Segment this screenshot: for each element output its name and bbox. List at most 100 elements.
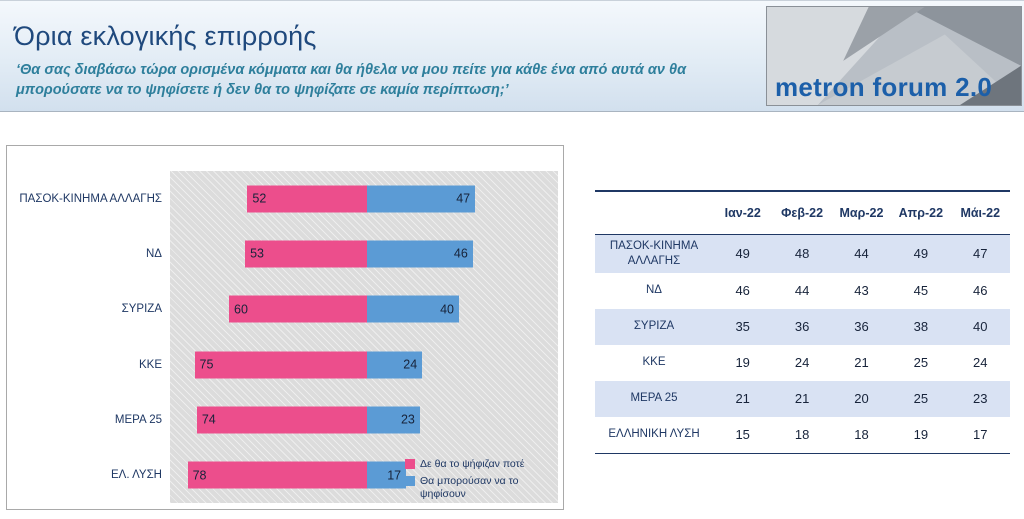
table-cell: 18 <box>854 427 869 443</box>
page-title: Όρια εκλογικής επιρροής <box>14 21 317 51</box>
table-cell: 23 <box>973 391 988 407</box>
table-row-label: ΣΥΡΙΖΑ <box>633 320 675 333</box>
table-cell: 40 <box>973 319 988 335</box>
table-row: ΣΥΡΙΖΑ 35 36 36 38 40 <box>595 308 1010 345</box>
category-label: ΚΚΕ <box>138 358 162 371</box>
table-column-header: Απρ-22 <box>898 206 944 220</box>
table-cell: 45 <box>913 283 929 299</box>
table-row: ΜΕΡΑ 25 21 21 20 25 23 <box>595 380 1010 417</box>
bar-could-vote: 47 <box>367 185 476 213</box>
bar-value-label: 60 <box>234 302 248 317</box>
table-cell: 36 <box>854 319 869 335</box>
chart-legend: Δε θα το ψήφιζαν ποτέ Θα μπορούσαν να το … <box>405 454 537 501</box>
bar-value-label: 23 <box>400 412 415 427</box>
bar-value-label: 78 <box>192 468 207 483</box>
bar-value-label: 47 <box>456 191 471 206</box>
chart-rows: ΠΑΣΟΚ-ΚΙΝΗΜΑ ΑΛΛΑΓΗΣ 52 47 ΝΔ 53 46 ΣΥΡΙΖΑ 60 40… <box>7 171 558 503</box>
table-cell: 47 <box>973 246 988 262</box>
electoral-influence-chart: ΠΑΣΟΚ-ΚΙΝΗΜΑ ΑΛΛΑΓΗΣ 52 47 ΝΔ 53 46 ΣΥΡΙΖΑ 60 40… <box>6 145 564 510</box>
category-label: ΠΑΣΟΚ-ΚΙΝΗΜΑ ΑΛΛΑΓΗΣ <box>19 192 162 205</box>
table-row: ΝΔ 46 44 43 45 46 <box>595 272 1010 309</box>
table-cell: 21 <box>794 391 810 407</box>
table-cell: 25 <box>913 391 929 407</box>
metron-forum-logo: metron forum 2.0 <box>766 6 1022 106</box>
table-header-row: Ιαν-22 Φεβ-22 Μαρ-22 Απρ-22 Μάι-22 <box>595 192 1010 235</box>
bar-could-vote: 24 <box>367 351 423 379</box>
legend-item: Θα μπορούσαν να το ψηφίσουν <box>405 475 537 501</box>
table-cell: 24 <box>973 355 988 371</box>
table-row: ΚΚΕ 19 24 21 25 24 <box>595 344 1010 381</box>
bar-could-vote: 23 <box>367 406 420 434</box>
legend-item: Δε θα το ψήφιζαν ποτέ <box>405 458 537 471</box>
chart-row: ΝΔ 53 46 <box>7 226 558 281</box>
category-label: ΕΛ. ΛΥΣΗ <box>110 469 162 482</box>
bar-could-vote: 17 <box>367 461 407 489</box>
bar-could-vote: 46 <box>367 240 473 268</box>
table-cell: 48 <box>794 246 810 262</box>
chart-row: ΣΥΡΙΖΑ 60 40 <box>7 282 558 337</box>
legend-swatch <box>405 458 415 469</box>
table-cell: 46 <box>735 283 750 299</box>
chart-row: ΕΛ. ΛΥΣΗ 78 17 <box>7 448 558 503</box>
bar-never-vote: 52 <box>247 185 367 213</box>
table-row-label: ΜΕΡΑ 25 <box>630 392 678 405</box>
table-cell: 18 <box>794 427 810 443</box>
chart-plot-area <box>170 171 558 503</box>
table-row-label: ΝΔ <box>646 284 662 297</box>
table-cell: 21 <box>735 391 750 407</box>
category-label: ΝΔ <box>146 247 162 260</box>
table-cell: 38 <box>913 319 929 335</box>
table-row: ΕΛΛΗΝΙΚΗ ΛΥΣΗ 15 18 18 19 17 <box>595 416 1010 453</box>
table-cell: 25 <box>913 355 929 371</box>
bar-value-label: 52 <box>252 191 267 206</box>
bar-area: 60 40 <box>170 282 558 337</box>
page-subtitle: ‘Θα σας διαβάσω τώρα ορισμένα κόμματα κα… <box>16 62 687 98</box>
table-column-header: Μάι-22 <box>960 206 1001 220</box>
bar-never-vote: 74 <box>196 406 367 434</box>
legend-label: Θα μπορούσαν να το ψηφίσουν <box>420 474 519 500</box>
legend-swatch <box>405 475 415 486</box>
table-cell: 46 <box>973 283 988 299</box>
bar-never-vote: 75 <box>194 351 367 379</box>
table-cell: 24 <box>794 355 810 371</box>
table-body: ΠΑΣΟΚ-ΚΙΝΗΜΑ ΑΛΛΑΓΗΣ 49 48 44 49 47 ΝΔ 46 44 43 45… <box>595 235 1010 453</box>
bar-value-label: 46 <box>453 246 468 261</box>
table-cell: 49 <box>913 246 929 262</box>
table-cell: 19 <box>735 355 750 371</box>
bar-never-vote: 53 <box>245 240 367 268</box>
monthly-trend-table: Ιαν-22 Φεβ-22 Μαρ-22 Απρ-22 Μάι-22 ΠΑΣΟΚ-ΚΙΝ… <box>595 190 1010 454</box>
bar-area: 75 24 <box>170 337 558 392</box>
table-cell: 43 <box>854 283 869 299</box>
bar-value-label: 53 <box>250 246 265 261</box>
table-cell: 44 <box>854 246 869 262</box>
table-column-header: Ιαν-22 <box>724 206 761 220</box>
category-label: ΜΕΡΑ 25 <box>114 413 162 426</box>
table-column-header: Μαρ-22 <box>839 206 884 220</box>
legend-label: Δε θα το ψήφιζαν ποτέ <box>420 457 525 470</box>
bar-could-vote: 40 <box>367 295 459 323</box>
table-row-label: ΠΑΣΟΚ-ΚΙΝΗΜΑ ΑΛΛΑΓΗΣ <box>609 240 699 267</box>
bar-area: 74 23 <box>170 392 558 447</box>
table-row-label: ΕΛΛΗΝΙΚΗ ΛΥΣΗ <box>608 428 700 441</box>
bar-value-label: 40 <box>440 302 454 317</box>
bar-value-label: 17 <box>387 468 402 483</box>
table-cell: 15 <box>735 427 750 443</box>
table-row: ΠΑΣΟΚ-ΚΙΝΗΜΑ ΑΛΛΑΓΗΣ 49 48 44 49 47 <box>595 235 1010 273</box>
chart-row: ΠΑΣΟΚ-ΚΙΝΗΜΑ ΑΛΛΑΓΗΣ 52 47 <box>7 171 558 226</box>
header-band: Όρια εκλογικής επιρροής ‘Θα σας διαβάσω … <box>0 0 1024 112</box>
table-cell: 20 <box>854 391 869 407</box>
table-cell: 49 <box>735 246 750 262</box>
table-column-header: Φεβ-22 <box>781 206 824 220</box>
table-cell: 36 <box>794 319 810 335</box>
chart-row: ΚΚΕ 75 24 <box>7 337 558 392</box>
bar-value-label: 75 <box>199 357 214 372</box>
bar-never-vote: 60 <box>229 295 367 323</box>
table-cell: 21 <box>854 355 869 371</box>
chart-row: ΜΕΡΑ 25 74 23 <box>7 392 558 447</box>
bar-value-label: 74 <box>201 412 216 427</box>
table-cell: 19 <box>913 427 929 443</box>
bar-never-vote: 78 <box>187 461 367 489</box>
table-row-label: ΚΚΕ <box>642 356 666 369</box>
bar-area: 53 46 <box>170 226 558 281</box>
